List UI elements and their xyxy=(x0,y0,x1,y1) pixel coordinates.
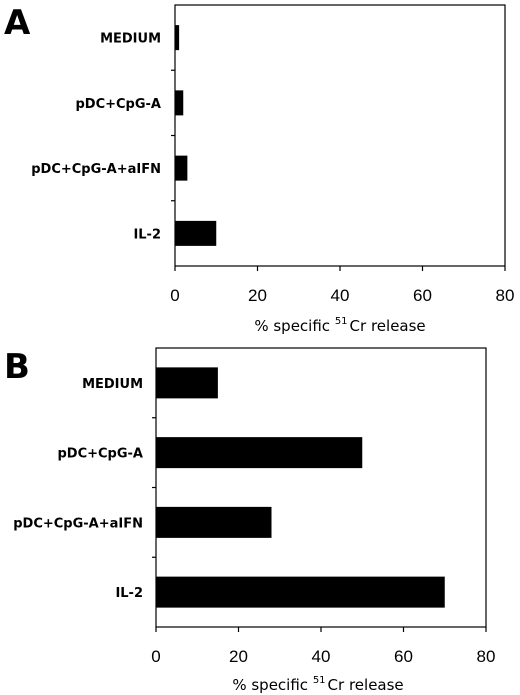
x-tick-label: 20 xyxy=(248,286,267,305)
x-tick-label: 20 xyxy=(229,647,248,666)
category-label: pDC+CpG-A xyxy=(75,97,161,112)
bar-medium xyxy=(175,25,180,51)
category-label: MEDIUM xyxy=(100,32,161,47)
category-label: MEDIUM xyxy=(82,377,143,392)
panel-b-letter: B xyxy=(4,347,30,387)
panel-b-category-labels: MEDIUM pDC+CpG-A pDC+CpG-A+aIFN IL-2 xyxy=(13,377,143,601)
panel-a-bars xyxy=(171,25,217,246)
panel-a-frame xyxy=(174,4,506,267)
x-tick-label: 60 xyxy=(413,286,432,305)
x-tick-label: 80 xyxy=(496,286,515,305)
x-tick-label: 60 xyxy=(394,647,413,666)
bar-pdc-cpg-a xyxy=(156,437,363,469)
bar-il-2 xyxy=(156,576,445,608)
x-tick-label: 40 xyxy=(331,286,350,305)
panel-a-x-ticks: 0 20 40 60 80 xyxy=(170,266,514,305)
panel-b: B MEDIUM pDC+CpG-A pDC+CpG-A+aIFN IL-2 0 20 4… xyxy=(4,347,495,694)
panel-a-x-axis-title: % specific 51 Cr release xyxy=(254,316,425,335)
category-label: IL-2 xyxy=(133,227,161,242)
bar-il-2 xyxy=(175,220,217,246)
bar-pdc-cpg-a xyxy=(175,90,184,116)
category-label: IL-2 xyxy=(115,586,143,601)
panel-b-x-ticks: 0 20 40 60 80 xyxy=(151,627,495,666)
x-tick-label: 0 xyxy=(170,286,179,305)
x-tick-label: 40 xyxy=(312,647,331,666)
category-label: pDC+CpG-A xyxy=(57,447,143,462)
category-label: pDC+CpG-A+aIFN xyxy=(31,162,161,177)
x-tick-label: 0 xyxy=(151,647,160,666)
bar-pdc-cpg-a-aifn xyxy=(175,155,188,181)
panel-a-letter: A xyxy=(4,3,31,43)
bar-pdc-cpg-a-aifn xyxy=(156,506,272,538)
panel-b-bars xyxy=(152,367,445,608)
panel-a: A MEDIUM pDC+CpG-A pDC+CpG-A+aIFN IL-2 0 20 4… xyxy=(4,3,514,335)
panel-a-category-labels: MEDIUM pDC+CpG-A pDC+CpG-A+aIFN IL-2 xyxy=(31,32,161,243)
category-label: pDC+CpG-A+aIFN xyxy=(13,516,143,531)
x-tick-label: 80 xyxy=(477,647,496,666)
bar-medium xyxy=(156,367,218,399)
panel-b-x-axis-title: % specific 51 Cr release xyxy=(232,675,403,694)
